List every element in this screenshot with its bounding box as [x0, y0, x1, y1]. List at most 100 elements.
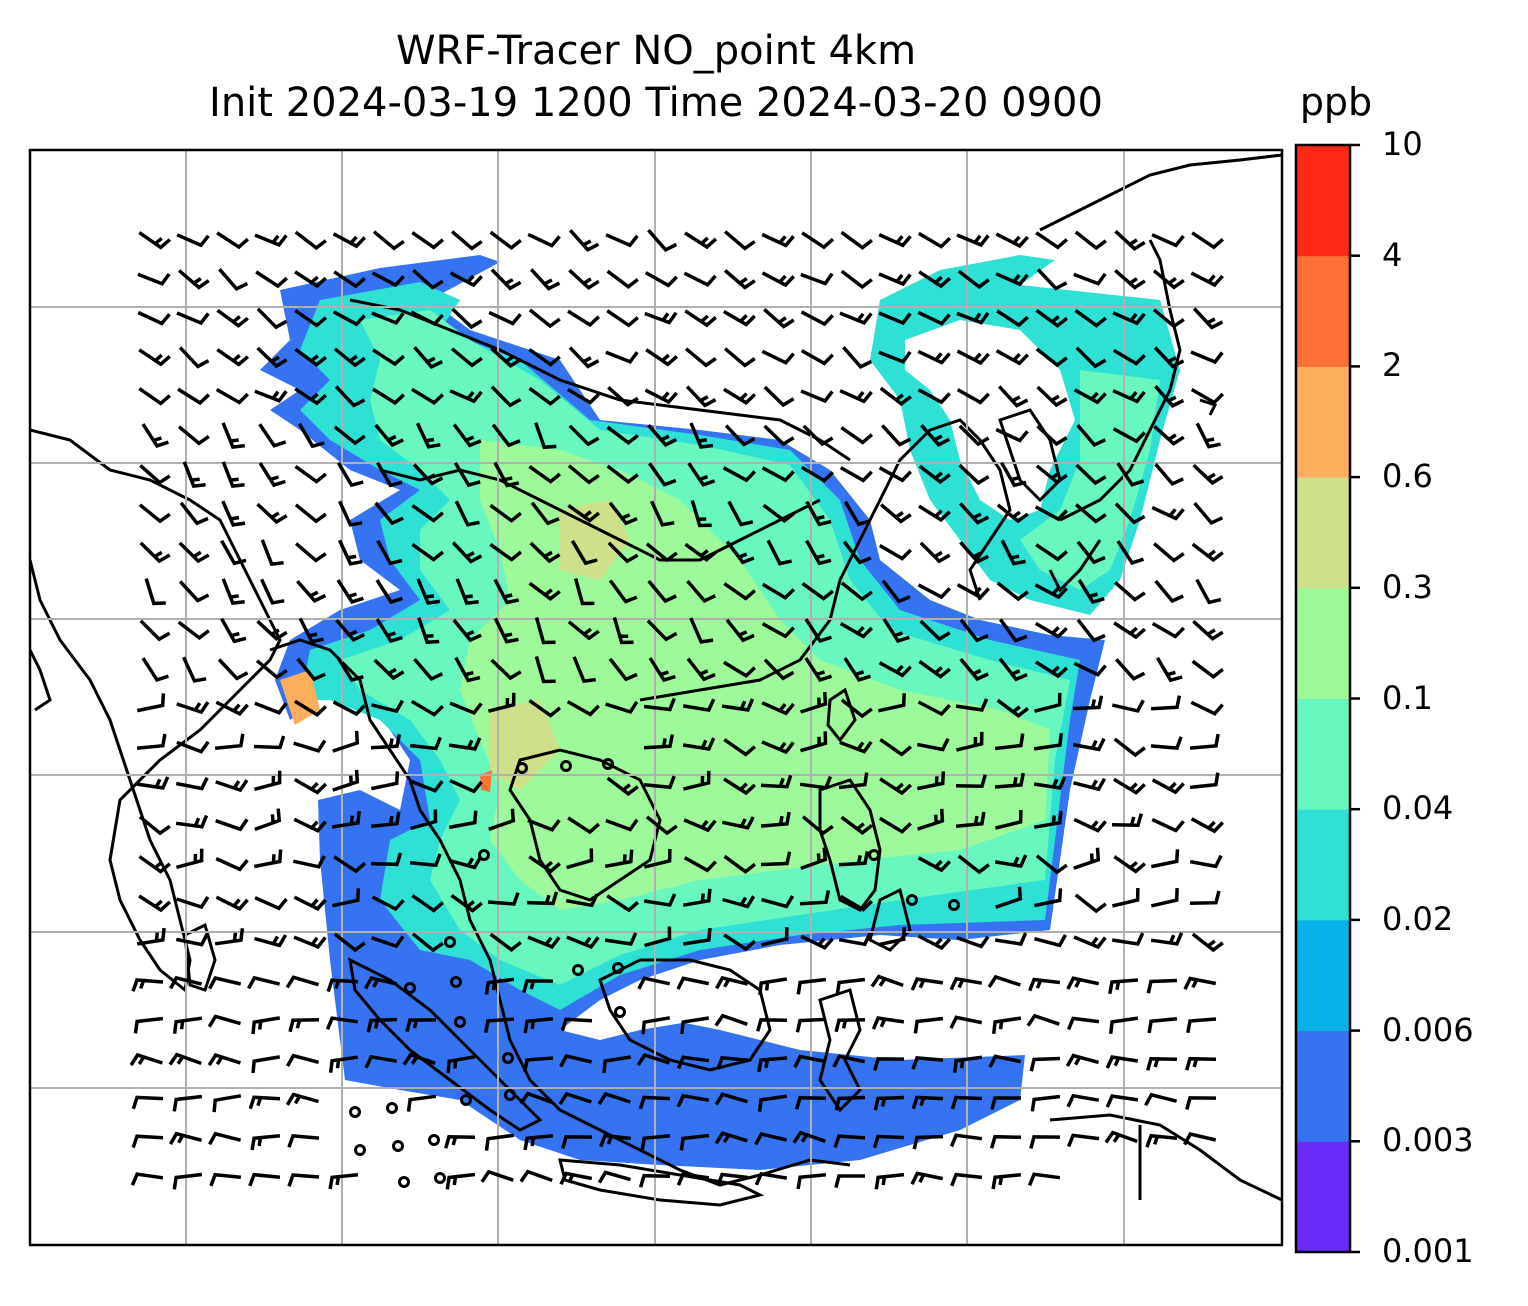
- wind-barb: [1195, 578, 1222, 605]
- wind-barb: [326, 978, 359, 993]
- wind-barb: [528, 699, 562, 718]
- wind-barb: [529, 541, 561, 564]
- wind-barb: [410, 699, 444, 717]
- wind-barb: [406, 1094, 437, 1112]
- wind-barb: [1073, 817, 1107, 833]
- wind-barb: [608, 657, 638, 682]
- wind-barb: [1151, 778, 1185, 795]
- wind-barb: [957, 854, 990, 875]
- wind-barb: [375, 618, 403, 644]
- wind-barb: [413, 346, 444, 369]
- wind-barb: [332, 310, 366, 327]
- wind-barb: [528, 464, 562, 484]
- wind-barb: [559, 1053, 593, 1068]
- wind-barb: [519, 1091, 553, 1105]
- wind-barb: [676, 1055, 710, 1070]
- wind-barb: [489, 503, 522, 523]
- colorbar-segment: [1296, 587, 1350, 699]
- wind-barb: [287, 1173, 320, 1187]
- wind-barb: [451, 307, 483, 330]
- wind-barb: [917, 388, 951, 405]
- wind-barb: [604, 849, 634, 869]
- wind-barb: [177, 425, 210, 446]
- wind-barb: [139, 464, 171, 485]
- wind-barb: [686, 579, 717, 604]
- wind-barb: [958, 463, 990, 486]
- wind-barb: [994, 854, 1028, 869]
- wind-barb: [1183, 1131, 1217, 1146]
- wind-barb: [878, 661, 912, 678]
- wind-barb: [913, 1016, 944, 1034]
- colorbar-tick-label: 0.04: [1382, 789, 1454, 828]
- wind-barb: [371, 935, 405, 949]
- wind-barb: [834, 1174, 865, 1189]
- wind-barb: [843, 500, 871, 527]
- wind-barb: [995, 272, 1029, 287]
- wind-barb: [293, 935, 327, 950]
- wind-barb: [879, 777, 912, 796]
- wind-barb: [1150, 736, 1183, 750]
- wind-barb: [136, 693, 166, 713]
- wind-barb: [215, 818, 249, 832]
- wind-barb: [991, 1173, 1022, 1190]
- wind-barb: [328, 1055, 359, 1073]
- wind-barb: [949, 976, 983, 991]
- wind-barb: [1033, 888, 1063, 908]
- wind-barb: [763, 308, 795, 329]
- wind-barb: [331, 810, 361, 829]
- wind-barb: [956, 311, 990, 325]
- wind-barb: [684, 231, 718, 250]
- wind-barb: [1111, 887, 1140, 908]
- wind-barb: [955, 731, 984, 752]
- wind-barb: [1190, 387, 1225, 405]
- wind-barb: [168, 1052, 202, 1066]
- wind-barb: [721, 816, 755, 830]
- wind-barb: [842, 540, 872, 565]
- wind-barb: [215, 895, 249, 911]
- wind-barb: [997, 385, 1029, 408]
- wind-barb: [254, 233, 288, 248]
- wind-barb: [643, 775, 676, 790]
- wind-barb: [839, 740, 873, 754]
- coastline-borneo: [598, 958, 772, 1072]
- wind-barb: [1113, 621, 1146, 640]
- wind-barb: [334, 385, 366, 408]
- wind-barb: [645, 348, 679, 367]
- wind-barb: [411, 542, 445, 562]
- wind-barb: [990, 1096, 1021, 1111]
- wind-barb: [138, 815, 171, 836]
- wind-barb: [522, 979, 554, 993]
- wind-barb: [1147, 1017, 1178, 1034]
- wind-barb: [130, 1172, 164, 1186]
- wind-barb: [565, 893, 599, 908]
- wind-barb: [1066, 1016, 1100, 1031]
- wind-barb: [761, 466, 795, 483]
- wind-barb: [534, 422, 557, 450]
- wind-barb: [337, 539, 363, 566]
- colorbar-tick-label: 4: [1382, 235, 1403, 274]
- wind-barb: [723, 777, 756, 796]
- wind-barb: [449, 271, 483, 288]
- wind-barb: [409, 736, 442, 751]
- wind-barb: [256, 307, 288, 330]
- wind-barb: [648, 462, 677, 487]
- wind-barb: [247, 975, 281, 990]
- wind-barb: [1033, 776, 1067, 790]
- wind-barb: [689, 422, 714, 449]
- wind-barb: [1035, 231, 1069, 250]
- wind-barb: [405, 1018, 437, 1033]
- wind-barb: [760, 774, 793, 789]
- wind-barb: [490, 385, 522, 408]
- wind-barb: [1111, 699, 1145, 713]
- wind-barb: [643, 697, 676, 712]
- wind-barb: [878, 350, 912, 364]
- wind-barb: [911, 1056, 944, 1070]
- wind-barb: [449, 389, 483, 404]
- wind-barb: [1072, 737, 1106, 752]
- wind-barb: [1191, 932, 1224, 953]
- wind-barb: [597, 1170, 631, 1184]
- wind-barb: [1191, 231, 1224, 250]
- wind-barb: [256, 502, 288, 525]
- wind-barb: [1113, 737, 1146, 758]
- wind-barb: [253, 735, 286, 750]
